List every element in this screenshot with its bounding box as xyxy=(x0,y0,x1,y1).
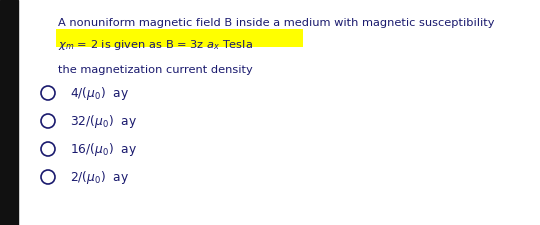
Text: $\chi_{m}$ = 2 is given as B = 3z $a_{x}$ Tesla: $\chi_{m}$ = 2 is given as B = 3z $a_{x}… xyxy=(58,38,253,52)
Bar xyxy=(0,0,18,225)
Bar xyxy=(56,29,303,47)
Text: the magnetization current density: the magnetization current density xyxy=(58,65,253,75)
Text: A nonuniform magnetic field B inside a medium with magnetic susceptibility: A nonuniform magnetic field B inside a m… xyxy=(58,18,495,28)
Text: $16/(\mu_0)$  ay: $16/(\mu_0)$ ay xyxy=(70,140,137,158)
Text: $4/(\mu_0)$  ay: $4/(\mu_0)$ ay xyxy=(70,85,129,101)
Text: $32/(\mu_0)$  ay: $32/(\mu_0)$ ay xyxy=(70,112,137,130)
Text: $2/(\mu_0)$  ay: $2/(\mu_0)$ ay xyxy=(70,169,129,185)
